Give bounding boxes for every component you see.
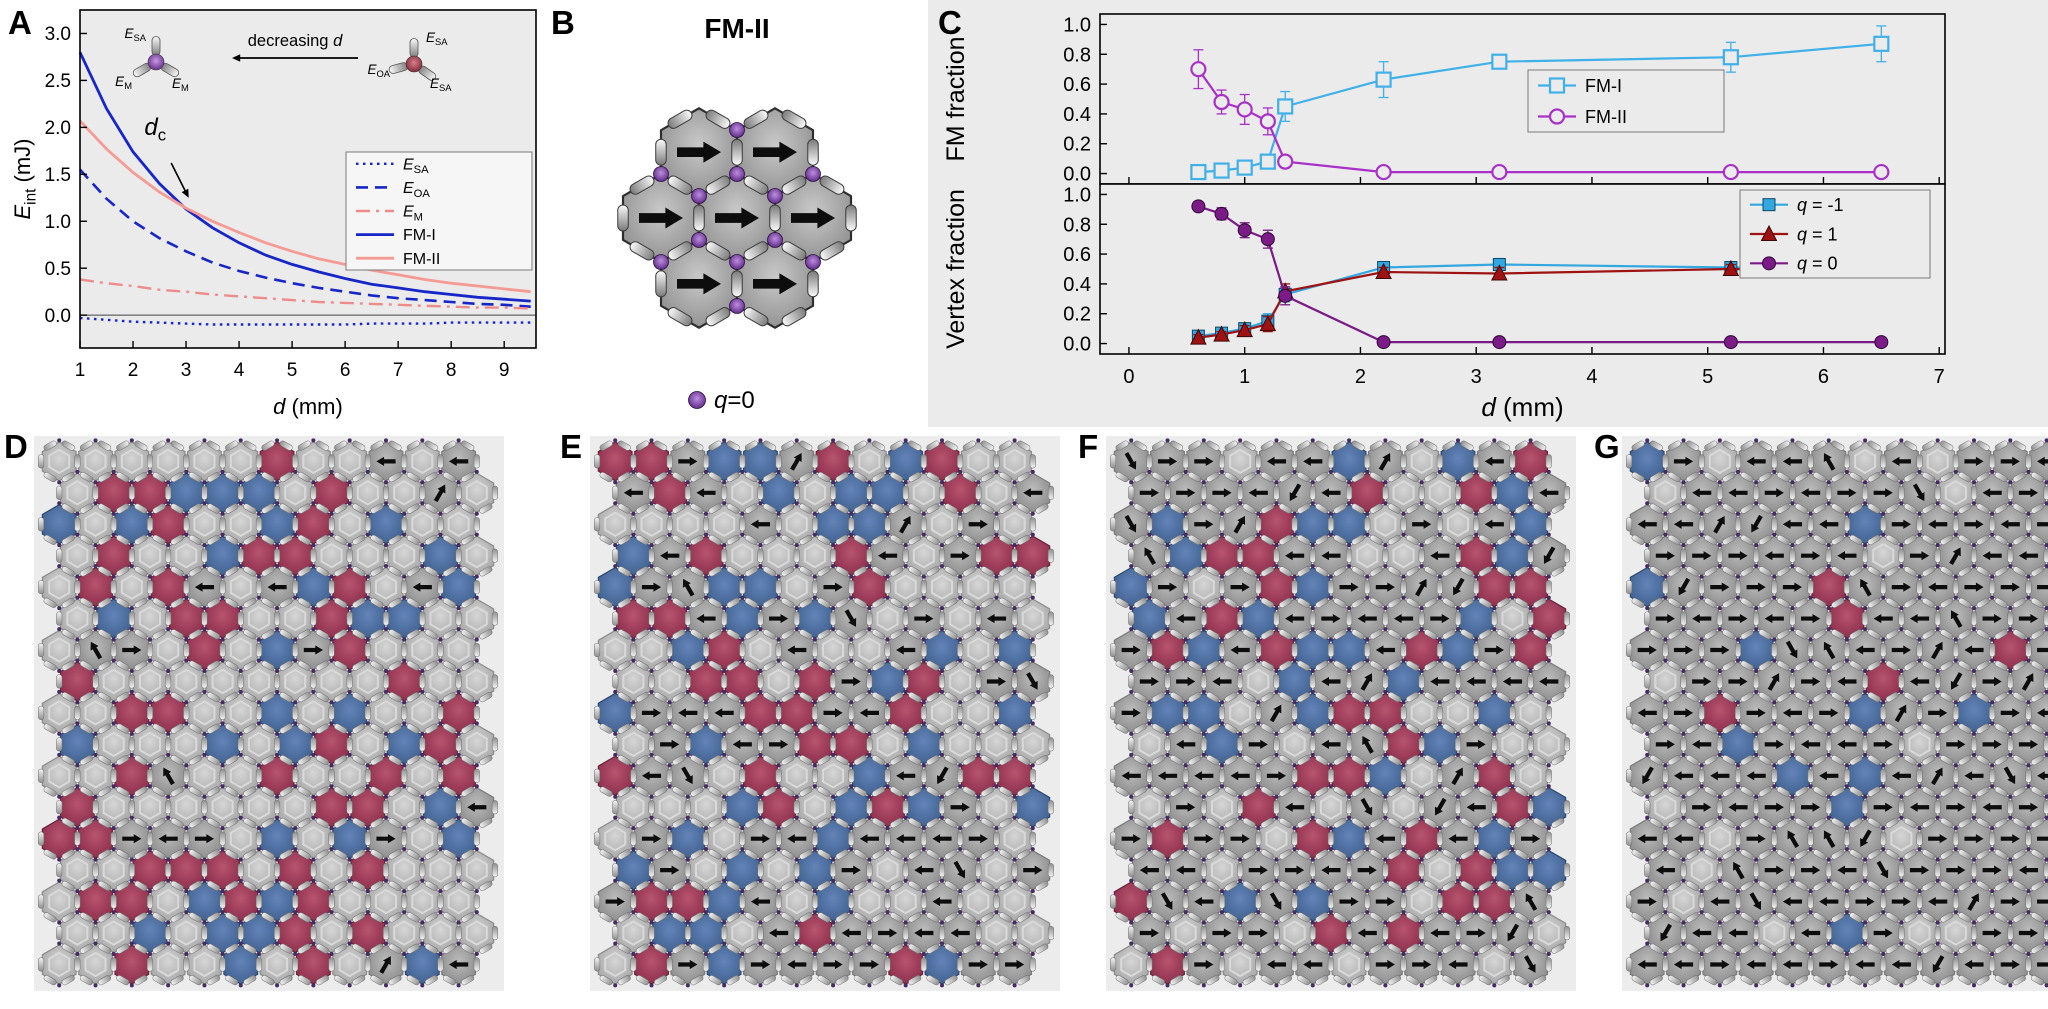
panel-c: C 0.0 0.2 0.4 0.6 0.8 1.0 0 1 2 3 4 5 6 7 0.0 0.2 0.4 0.6… (928, 0, 2048, 427)
svg-text:0.0: 0.0 (1063, 334, 1091, 356)
svg-text:7: 7 (1934, 366, 1945, 388)
svg-text:1.5: 1.5 (45, 165, 71, 186)
svg-text:1.0: 1.0 (45, 212, 71, 233)
svg-text:ESA​: ESA​ (403, 156, 429, 176)
svg-text:ESA​: ESA​ (124, 26, 146, 43)
svg-text:0.0: 0.0 (45, 306, 71, 327)
lattice-g (1622, 436, 2048, 991)
series-FM-II (1190, 49, 1890, 181)
svg-text:1.0: 1.0 (1063, 14, 1091, 36)
svg-text:0.6: 0.6 (1063, 244, 1091, 266)
svg-text:EOA​: EOA​ (367, 62, 390, 79)
svg-text:0.6: 0.6 (1063, 74, 1091, 96)
svg-text:2.0: 2.0 (45, 118, 71, 139)
svg-text:q = 1: q = 1 (1797, 224, 1838, 244)
svg-text:q = -1: q = -1 (1797, 195, 1844, 215)
panel-g-label: G (1594, 428, 1620, 465)
svg-text:decreasing d: decreasing d (248, 32, 343, 50)
panel-b-label: B (551, 4, 575, 41)
svg-text:0.2: 0.2 (1063, 304, 1091, 326)
svg-text:d (mm): d (mm) (273, 394, 343, 419)
svg-text:0.2: 0.2 (1063, 134, 1091, 156)
panel-e: E (512, 428, 1060, 1008)
svg-text:FM-I: FM-I (403, 227, 436, 244)
svg-text:FM-II: FM-II (403, 251, 440, 268)
svg-text:Eint​ (mJ): Eint​ (mJ) (10, 138, 39, 219)
svg-text:4: 4 (1586, 366, 1597, 388)
svg-text:3: 3 (1471, 366, 1482, 388)
panel-d-label: D (4, 428, 28, 465)
panel-a: A 1 2 3 4 5 6 7 8 9 0.0 0.5 1.0 1.5 2.0 2.5 3.0 Eint​ (m… (0, 0, 545, 428)
panel-c-label: C (938, 4, 962, 41)
svg-text:q = 0: q = 0 (1797, 254, 1838, 274)
svg-text:4: 4 (234, 360, 245, 381)
series-FM-II (78, 119, 531, 294)
fraction-charts: 0.0 0.2 0.4 0.6 0.8 1.0 0 1 2 3 4 5 6 7 0.0 0.2 0.4 0.6 0.… (942, 13, 1946, 422)
svg-text:EM​: EM​ (403, 204, 423, 224)
svg-text:ESA​: ESA​ (430, 76, 452, 93)
lattice-f (1106, 436, 1576, 991)
svg-text:0: 0 (1123, 366, 1134, 388)
svg-text:5: 5 (1702, 366, 1713, 388)
panel-b: B FM-II q=0 (545, 0, 930, 428)
svg-text:EM​: EM​ (172, 76, 189, 93)
svg-text:3: 3 (181, 360, 192, 381)
svg-text:2.5: 2.5 (45, 71, 71, 92)
legend-energy: ESA​ EOA​ EM​ FM-I FM-II (345, 151, 533, 271)
svg-text:7: 7 (393, 360, 404, 381)
svg-text:2: 2 (1355, 366, 1366, 388)
svg-text:0.8: 0.8 (1063, 44, 1091, 66)
fm2-vertex-diagram: FM-II q=0 (617, 13, 857, 414)
svg-text:FM-II: FM-II (1585, 107, 1627, 127)
series-q0 (1191, 199, 1889, 350)
panel-a-label: A (8, 4, 32, 41)
svg-text:dc​: dc​ (144, 114, 166, 145)
lattice-e (590, 436, 1060, 991)
svg-text:EOA​: EOA​ (403, 180, 430, 200)
svg-text:q=0: q=0 (714, 387, 755, 414)
svg-text:FM-II: FM-II (704, 13, 769, 44)
svg-text:EM​: EM​ (115, 74, 132, 91)
svg-text:FM fraction: FM fraction (942, 36, 970, 161)
svg-text:3.0: 3.0 (45, 24, 71, 45)
svg-text:Vertex fraction: Vertex fraction (942, 189, 970, 349)
series-FM-I (1190, 25, 1890, 181)
svg-text:0.8: 0.8 (1063, 214, 1091, 236)
svg-text:9: 9 (499, 360, 510, 381)
svg-text:0.4: 0.4 (1063, 274, 1091, 296)
svg-text:5: 5 (287, 360, 298, 381)
svg-text:6: 6 (1818, 366, 1829, 388)
svg-text:ESA​: ESA​ (426, 30, 448, 47)
legend-vertex: q = -1 q = 1 q = 0 (1739, 189, 1931, 279)
panel-d: D (0, 430, 512, 1008)
svg-text:1.0: 1.0 (1063, 184, 1091, 206)
svg-text:6: 6 (340, 360, 351, 381)
svg-text:0.4: 0.4 (1063, 104, 1091, 126)
svg-text:d (mm): d (mm) (1481, 392, 1563, 422)
svg-text:0.5: 0.5 (45, 259, 71, 280)
legend-fm: FM-I FM-II (1527, 69, 1725, 133)
svg-text:FM-I: FM-I (1585, 76, 1622, 96)
energy-vs-distance-chart: 1 2 3 4 5 6 7 8 9 0.0 0.5 1.0 1.5 2.0 2.5 3.0 Eint​ (mJ)… (10, 9, 537, 419)
svg-text:1: 1 (75, 360, 86, 381)
series-FM-I (78, 51, 531, 303)
panel-f: F (1024, 428, 1576, 1008)
series-EOA (79, 168, 531, 308)
svg-text:2: 2 (128, 360, 139, 381)
panel-e-label: E (560, 428, 583, 465)
svg-text:1: 1 (1239, 366, 1250, 388)
svg-text:0.0: 0.0 (1063, 164, 1091, 186)
panel-f-label: F (1078, 428, 1099, 465)
lattice-d (34, 436, 504, 991)
series-ESA (79, 316, 531, 326)
panel-g: G (1536, 430, 2048, 1008)
svg-text:8: 8 (446, 360, 457, 381)
